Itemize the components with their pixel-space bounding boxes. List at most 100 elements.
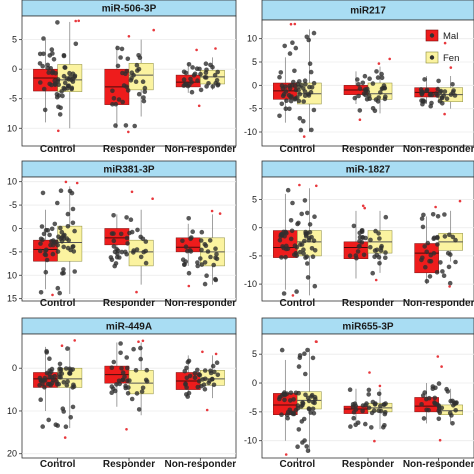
data-point (439, 405, 445, 411)
data-point (437, 98, 443, 104)
outlier-point (214, 352, 218, 356)
data-point (110, 88, 115, 94)
data-point (69, 86, 74, 92)
data-point (55, 285, 61, 291)
data-point (362, 73, 368, 79)
data-point (65, 86, 70, 91)
outlier-point (298, 183, 301, 187)
data-point (424, 396, 429, 402)
data-point (288, 236, 294, 242)
data-point (61, 85, 66, 91)
data-point (431, 236, 437, 241)
data-point (369, 410, 375, 416)
data-point (434, 270, 440, 275)
data-point (120, 99, 125, 105)
data-point (43, 269, 49, 275)
data-point (310, 406, 316, 412)
data-point (131, 250, 136, 255)
data-point (312, 400, 317, 406)
outlier-point (368, 371, 371, 374)
data-point (202, 242, 208, 247)
x-category-label: Non-responder (164, 298, 236, 309)
data-point (287, 106, 292, 112)
data-point (306, 93, 312, 98)
data-point (296, 98, 302, 104)
data-point (436, 408, 442, 414)
data-point (363, 421, 368, 427)
chart-panel-4: miR-1827 5 0 -5 -10 Control Responder Non-respo… (244, 160, 474, 309)
data-point (204, 273, 209, 279)
data-point (374, 69, 379, 74)
data-point (109, 365, 115, 371)
data-point (301, 247, 306, 252)
data-point (369, 425, 374, 430)
data-point (361, 91, 367, 96)
data-point (127, 378, 132, 383)
data-point (302, 438, 307, 443)
data-point (419, 216, 425, 221)
data-point (58, 368, 63, 374)
data-point (446, 264, 452, 270)
data-point (120, 70, 125, 76)
outlier-point (151, 197, 154, 200)
data-point (303, 255, 308, 260)
legend-point-icon (429, 55, 435, 60)
data-point (116, 97, 122, 102)
data-point (61, 53, 67, 58)
data-point (447, 232, 452, 238)
data-point (206, 81, 211, 86)
data-point (310, 355, 316, 361)
y-tick-label: 10 (247, 34, 257, 44)
data-point (114, 254, 120, 260)
panel-title: miR-449A (106, 322, 152, 333)
data-point (450, 82, 455, 87)
data-point (447, 280, 453, 286)
outlier-point (214, 47, 217, 50)
data-point (309, 127, 314, 133)
data-point (37, 51, 43, 57)
y-tick-label: 0 (252, 223, 257, 233)
data-point (428, 252, 434, 258)
data-point (307, 84, 312, 90)
y-tick-label: 20 (7, 449, 17, 459)
outlier-point (51, 293, 54, 297)
data-point (309, 394, 314, 399)
data-point (302, 238, 307, 244)
data-point (125, 56, 131, 62)
y-tick-label: 0 (12, 223, 17, 233)
data-point (280, 244, 285, 249)
data-point (190, 229, 195, 234)
data-point (52, 373, 57, 379)
data-point (38, 248, 43, 254)
data-point (376, 95, 382, 100)
data-point (295, 444, 300, 450)
x-category-label: Non-responder (164, 459, 236, 470)
data-point (307, 61, 313, 66)
data-point (374, 247, 380, 253)
data-point (68, 415, 73, 420)
data-point (111, 213, 116, 218)
outlier-point (374, 278, 378, 282)
data-point (290, 411, 296, 417)
data-point (288, 390, 294, 396)
data-point (313, 397, 318, 402)
data-point (215, 69, 220, 75)
data-point (63, 424, 69, 430)
data-point (41, 86, 47, 92)
data-point (427, 274, 433, 279)
data-point (114, 247, 119, 252)
data-point (203, 70, 209, 75)
x-category-label: Non-responder (403, 459, 474, 470)
data-point (209, 376, 215, 382)
data-point (441, 273, 447, 279)
data-point (302, 93, 308, 98)
data-point (60, 271, 65, 276)
data-point (119, 249, 125, 255)
panel-title: miR217 (350, 6, 386, 17)
data-point (370, 270, 376, 276)
data-point (198, 87, 204, 93)
data-point (383, 255, 388, 260)
data-point (347, 387, 353, 393)
data-point (184, 375, 190, 381)
data-point (453, 408, 459, 413)
